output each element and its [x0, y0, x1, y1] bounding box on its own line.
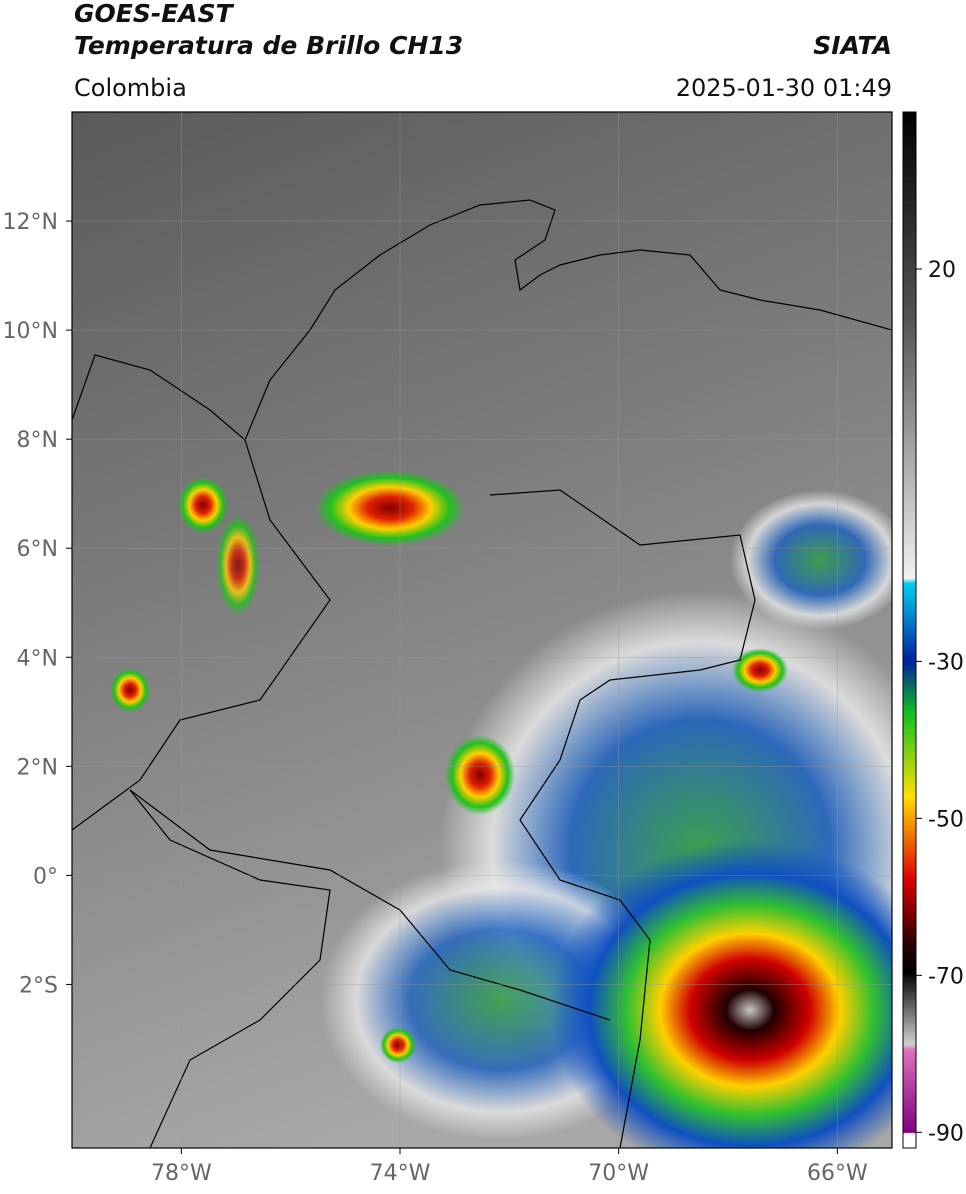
x-tick-label: 66°W: [807, 1161, 868, 1186]
y-tick-label: 2°N: [17, 755, 58, 780]
colorbar-tick-label: -30: [928, 650, 964, 675]
datetime: 2025-01-30 01:49: [676, 74, 892, 102]
y-tick-label: 6°N: [17, 537, 58, 562]
colorbar: [902, 111, 917, 1149]
colorbar-tick-label: 20: [928, 258, 956, 283]
border: [72, 439, 331, 831]
x-tick-label: 70°W: [588, 1161, 649, 1186]
colorbar-tick-label: -50: [928, 807, 964, 832]
subtitle: Temperatura de Brillo CH13: [74, 31, 463, 60]
map-frame: [71, 111, 893, 1149]
y-tick-label: 10°N: [3, 319, 58, 344]
colorbar-tick-label: -70: [928, 964, 964, 989]
colorbar-tick-label: -90: [928, 1121, 964, 1146]
y-tick-label: 0°: [33, 864, 58, 889]
title: GOES-EAST: [74, 0, 235, 28]
imagery: [72, 112, 892, 1148]
border: [489, 489, 756, 1148]
region: Colombia: [74, 74, 187, 102]
x-tick-label: 78°W: [151, 1161, 212, 1186]
coastline: [129, 789, 331, 1148]
y-tick-label: 2°S: [19, 973, 58, 998]
y-tick-label: 12°N: [3, 210, 58, 235]
x-tick-label: 74°W: [370, 1161, 431, 1186]
y-tick-label: 4°N: [17, 646, 58, 671]
source: SIATA: [813, 31, 892, 60]
y-tick-label: 8°N: [17, 428, 58, 453]
